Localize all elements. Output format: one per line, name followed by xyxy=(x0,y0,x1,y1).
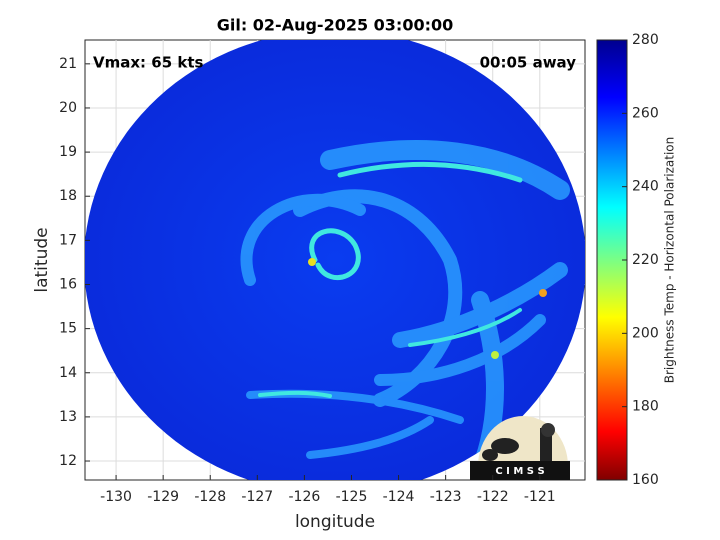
y-tick-label: 21 xyxy=(59,56,77,72)
x-tick-label: -129 xyxy=(147,489,179,505)
x-tick-label: -127 xyxy=(241,489,273,505)
cimss-logo: C I M S S xyxy=(470,416,570,480)
y-tick-label: 20 xyxy=(59,100,77,116)
x-tick-label: -130 xyxy=(100,489,132,505)
y-tick-label: 12 xyxy=(59,453,77,469)
colorbar-tick-label: 180 xyxy=(632,399,659,415)
colorbar-tick-label: 200 xyxy=(632,325,659,341)
x-tick-label: -124 xyxy=(383,489,415,505)
y-tick-label: 17 xyxy=(59,232,77,248)
x-tick-label: -125 xyxy=(336,489,368,505)
x-axis-label: longitude xyxy=(295,512,375,532)
y-axis-label: latitude xyxy=(32,227,52,292)
y-tick-label: 13 xyxy=(59,409,77,425)
colorbar-tick-label: 220 xyxy=(632,252,659,268)
annotation: Vmax: 65 kts xyxy=(93,54,203,72)
x-tick-label: -122 xyxy=(477,489,509,505)
colorbar-tick-label: 260 xyxy=(632,105,659,121)
colorbar-tick-label: 240 xyxy=(632,179,659,195)
annotation: 00:05 away xyxy=(480,54,577,72)
colorbar-label: Brightness Temp - Horizontal Polarizatio… xyxy=(663,137,677,384)
x-tick-label: -123 xyxy=(430,489,462,505)
x-tick-label: -128 xyxy=(194,489,226,505)
x-tick-label: -126 xyxy=(289,489,321,505)
y-tick-label: 19 xyxy=(59,144,77,160)
satellite-image xyxy=(85,40,585,480)
colorbar-tick-label: 160 xyxy=(632,472,659,488)
x-tick-label: -121 xyxy=(524,489,556,505)
logo-text: C I M S S xyxy=(495,466,544,477)
y-tick-label: 15 xyxy=(59,321,77,337)
y-tick-label: 14 xyxy=(59,365,77,381)
colorbar-tick-label: 280 xyxy=(632,32,659,48)
y-tick-label: 18 xyxy=(59,188,77,204)
chart-title: Gil: 02-Aug-2025 03:00:00 xyxy=(217,16,454,35)
y-tick-label: 16 xyxy=(59,276,77,292)
